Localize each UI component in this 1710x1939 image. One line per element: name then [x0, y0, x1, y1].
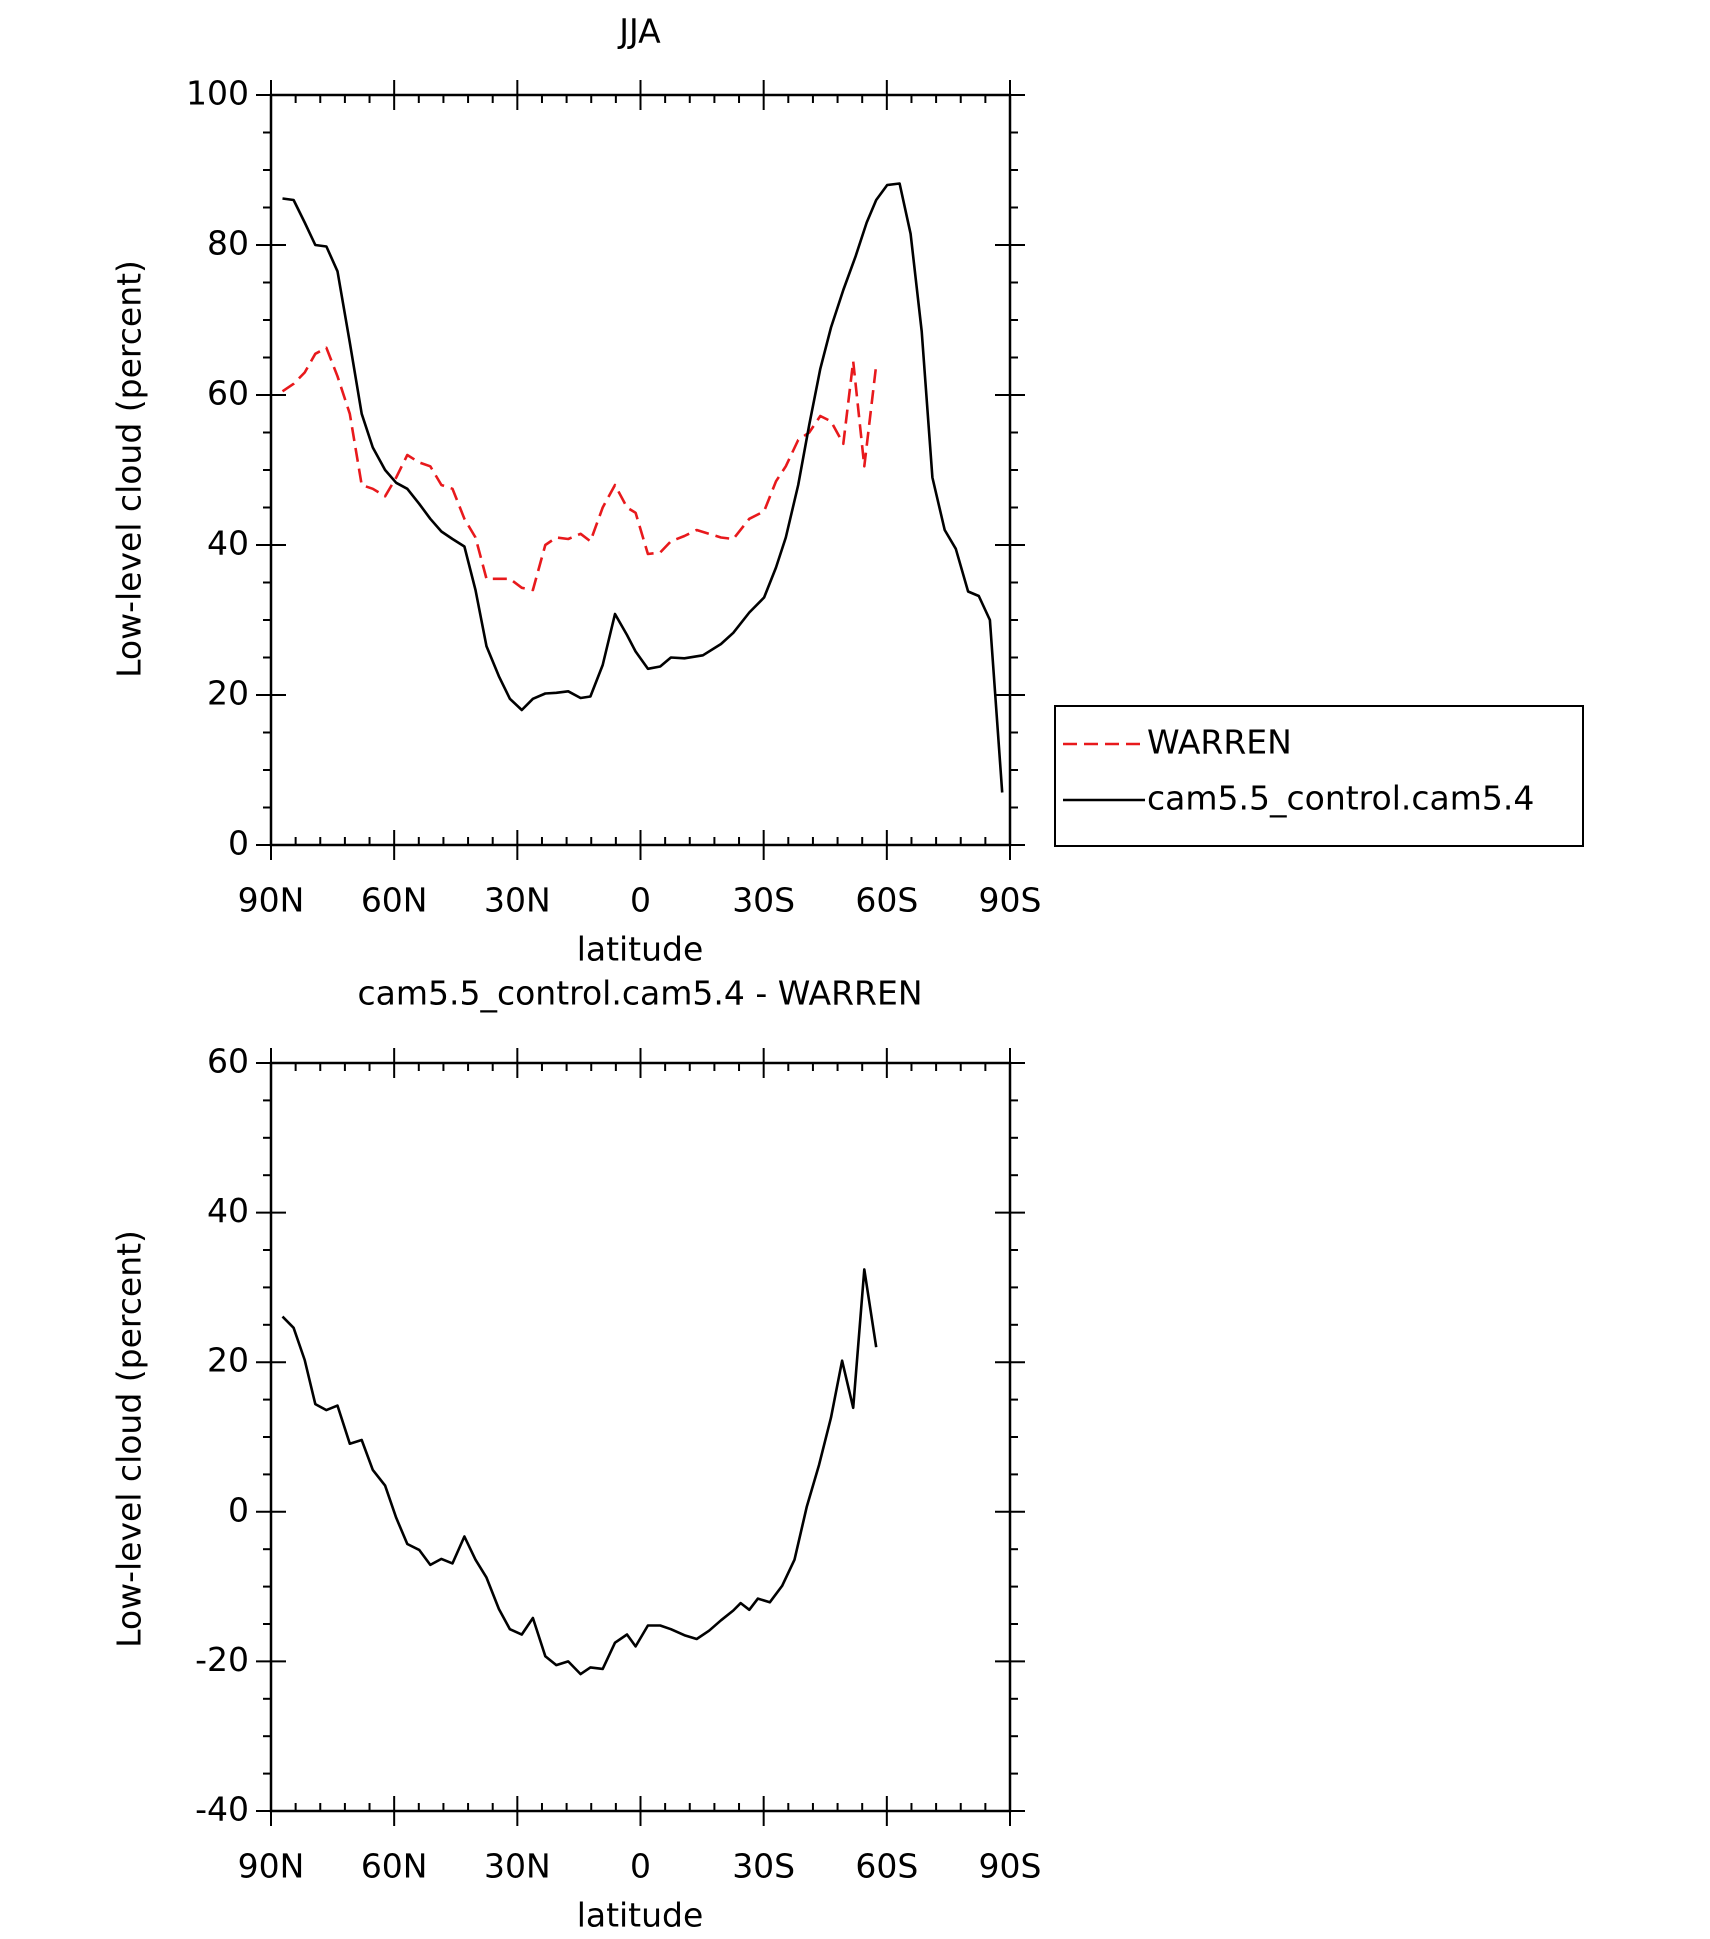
y-tick-label: 80: [207, 224, 249, 263]
x-tick-label: 60N: [361, 1847, 428, 1886]
y-tick-label: 40: [207, 1191, 249, 1230]
x-tick-label: 30N: [484, 1847, 551, 1886]
y-axis-label: Low-level cloud (percent): [110, 1230, 149, 1648]
chart-title: JJA: [617, 12, 661, 51]
x-axis-label: latitude: [577, 1896, 704, 1935]
legend-label: cam5.5_control.cam5.4: [1147, 779, 1534, 818]
series-line: [282, 182, 1004, 793]
y-tick-label: 60: [207, 374, 249, 413]
legend-label: WARREN: [1147, 723, 1292, 762]
y-tick-label: 0: [228, 824, 249, 863]
y-axis-label: Low-level cloud (percent): [110, 260, 149, 678]
y-tick-label: 20: [207, 674, 249, 713]
x-tick-label: 0: [630, 881, 651, 920]
y-tick-label: 0: [228, 1490, 249, 1529]
x-tick-label: 90S: [979, 1847, 1042, 1886]
x-tick-label: 60N: [361, 881, 428, 920]
y-tick-label: -20: [195, 1640, 249, 1679]
x-tick-label: 60S: [855, 1847, 918, 1886]
x-axis-label: latitude: [577, 930, 704, 969]
x-tick-label: 30N: [484, 881, 551, 920]
plot-frame: [269, 1061, 1012, 1813]
x-tick-label: 90N: [238, 881, 305, 920]
series-line: [281, 1268, 878, 1676]
plot-frame: [269, 93, 1012, 847]
x-tick-label: 0: [630, 1847, 651, 1886]
x-tick-label: 30S: [732, 881, 795, 920]
y-tick-label: 100: [186, 74, 249, 113]
x-tick-label: 90S: [979, 881, 1042, 920]
y-tick-label: 40: [207, 524, 249, 563]
x-tick-label: 60S: [855, 881, 918, 920]
legend-box: [1054, 705, 1584, 847]
y-tick-label: 60: [207, 1042, 249, 1081]
x-tick-label: 30S: [732, 1847, 795, 1886]
chart-title: cam5.5_control.cam5.4 - WARREN: [357, 974, 922, 1013]
y-tick-label: -40: [195, 1790, 249, 1829]
x-tick-label: 90N: [238, 1847, 305, 1886]
series-line: [281, 346, 878, 592]
y-tick-label: 20: [207, 1341, 249, 1380]
